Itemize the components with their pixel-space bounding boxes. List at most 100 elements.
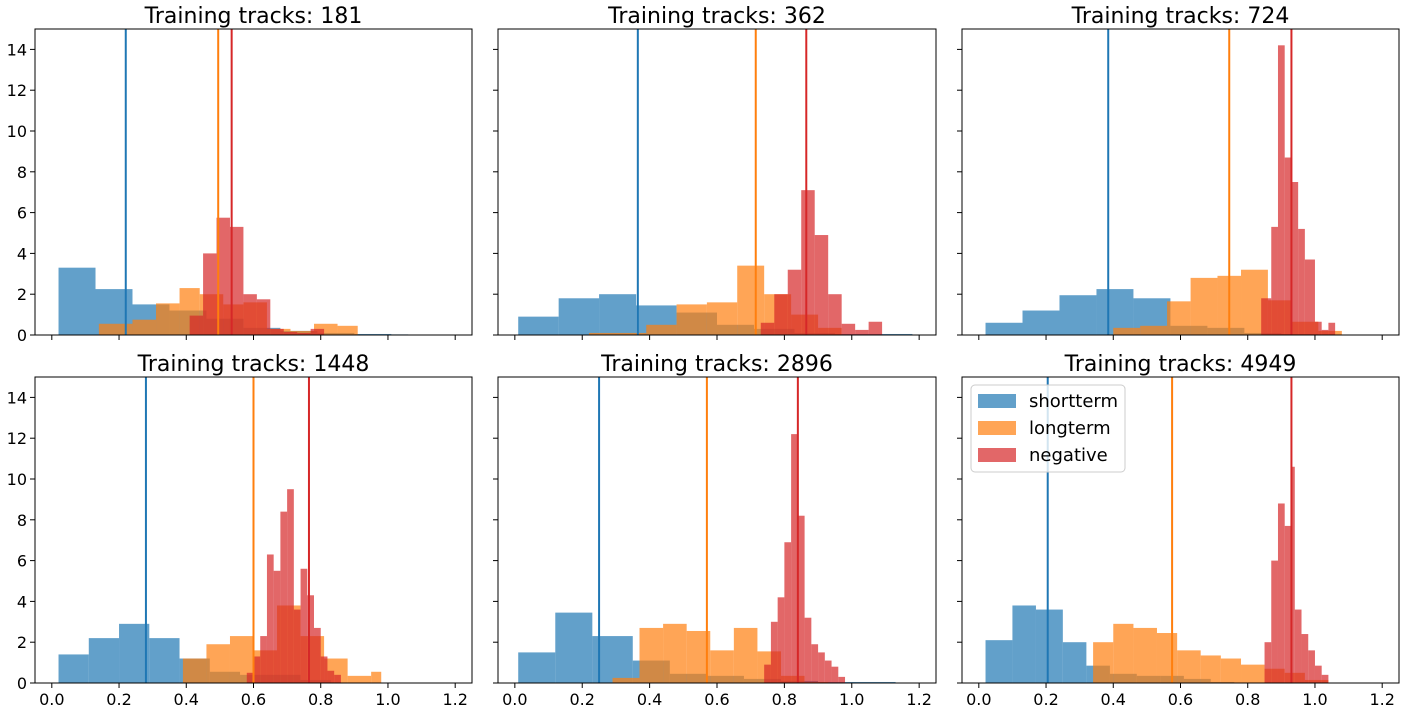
histogram-bar-longterm	[663, 623, 687, 683]
histogram-bar-longterm	[132, 319, 157, 335]
histogram-bar-longterm	[1200, 655, 1221, 683]
histogram-bar-negative	[1264, 642, 1272, 683]
histogram-bar-negative	[327, 670, 335, 683]
y-tick-label: 14	[7, 388, 27, 407]
y-tick-label: 12	[7, 429, 27, 448]
histogram-bar-negative	[1314, 321, 1322, 335]
histogram-bar-negative	[280, 511, 288, 683]
histogram-bar-negative	[764, 664, 771, 683]
y-tick-label: 2	[17, 633, 27, 652]
histogram-bar-shortterm	[119, 623, 150, 683]
histogram-bar-negative	[266, 554, 274, 683]
y-tick-label: 8	[17, 163, 27, 182]
axes-frame	[497, 28, 937, 336]
histogram-bar-negative	[260, 636, 267, 683]
x-tick-label: 0.6	[704, 690, 729, 709]
histogram-bar-longterm	[98, 323, 133, 335]
histogram-bar-negative	[189, 315, 204, 335]
histogram-bar-negative	[229, 226, 244, 335]
histogram-bar-longterm	[1113, 623, 1134, 683]
histogram-bar-negative	[253, 656, 261, 683]
x-tick-label: 0.6	[241, 690, 266, 709]
histogram-bar-negative	[256, 299, 271, 335]
histogram-bar-negative	[1284, 525, 1292, 683]
histogram-bar-negative	[297, 332, 311, 335]
subplot-3: Training tracks: 724	[957, 4, 1400, 340]
histogram-bar-negative	[1298, 228, 1305, 335]
x-tick-label: 1.0	[1302, 690, 1327, 709]
histogram-bar-negative	[307, 595, 314, 683]
histogram-bar-negative	[293, 609, 301, 683]
histogram-bar-negative	[320, 656, 328, 683]
subplot-title: Training tracks: 362	[607, 4, 826, 29]
x-tick-label: 1.2	[1369, 690, 1394, 709]
histogram-bar-longterm	[1093, 642, 1114, 683]
histogram-bar-shortterm	[354, 333, 392, 335]
histogram-bar-negative	[811, 644, 819, 683]
subplot-6: 0.0 0.2 0.4 0.6 0.8 1.0 1.2 Training tracks: 49…	[957, 352, 1400, 709]
histogram-bar-negative	[314, 627, 321, 683]
histogram-bar-negative	[824, 660, 832, 683]
histogram-bar-negative	[801, 190, 815, 335]
histogram-bar-shortterm	[871, 333, 913, 335]
histogram-bar-longterm	[1167, 301, 1191, 335]
x-tick-label: 0.2	[106, 690, 131, 709]
y-tick-label: 4	[17, 244, 27, 263]
histogram-bar-negative	[216, 217, 230, 335]
histogram-bar-shortterm	[555, 612, 593, 683]
histogram-bar-negative	[1321, 674, 1329, 683]
histogram-bar-longterm	[1133, 627, 1157, 683]
histogram-bar-shortterm	[1062, 642, 1087, 683]
histogram-bar-longterm	[314, 323, 338, 335]
histogram-bar-shortterm	[858, 681, 896, 683]
histogram-bar-negative	[818, 652, 825, 683]
histogram-bar-shortterm	[985, 640, 1013, 683]
y-tick-label: 12	[7, 81, 27, 100]
legend-label-negative: negative	[1029, 445, 1108, 466]
y-tick-label: 10	[7, 122, 27, 141]
histogram-bar-longterm	[639, 627, 664, 683]
histogram-bar-longterm	[737, 265, 765, 335]
histogram-bar-negative	[831, 666, 839, 683]
histogram-bar-longterm	[710, 650, 734, 683]
subplot-5: 0.0 0.2 0.4 0.6 0.8 1.0 1.2 Training tracks: 28…	[493, 352, 937, 709]
x-tick-label: 0.4	[1101, 690, 1126, 709]
histogram-bar-negative	[868, 321, 883, 335]
x-tick-label: 0.0	[966, 690, 991, 709]
y-tick-label: 2	[17, 285, 27, 304]
histogram-bar-longterm	[588, 332, 647, 335]
histogram-bar-longterm	[1113, 327, 1141, 335]
x-tick-label: 0.8	[308, 690, 333, 709]
x-tick-label: 0.2	[570, 690, 595, 709]
histogram-bar-negative	[273, 570, 281, 683]
histogram-bar-negative	[270, 328, 284, 335]
histogram-bar-negative	[1294, 609, 1302, 683]
histogram-bar-negative	[1328, 322, 1336, 335]
x-tick-label: 1.0	[375, 690, 400, 709]
histogram-bar-longterm	[646, 324, 677, 335]
histogram-bar-longterm	[1241, 664, 1265, 683]
x-tick-label: 0.0	[502, 690, 527, 709]
histogram-bar-negative	[784, 542, 792, 683]
histogram-bar-shortterm	[1096, 289, 1134, 335]
histogram-bar-negative	[1271, 226, 1278, 335]
y-tick-label: 14	[7, 40, 27, 59]
histogram-bar-negative	[1271, 560, 1278, 683]
histogram-bar-negative	[287, 489, 294, 683]
histogram-bar-negative	[787, 269, 802, 335]
histogram-bar-longterm	[182, 658, 207, 683]
histogram-bar-longterm	[347, 675, 372, 683]
histogram-bar-negative	[1284, 157, 1292, 335]
subplot-2: Training tracks: 362	[493, 4, 937, 340]
histogram-bar-longterm	[1177, 650, 1201, 683]
subplot-4: 0.0 0.2 0.4 0.6 0.8 1.0 1.2 0 2 4 6 8 10 12 14 Training…	[7, 352, 473, 709]
histogram-bar-negative	[855, 329, 869, 335]
histogram-bar-shortterm	[1035, 609, 1063, 683]
legend-swatch-shortterm	[978, 394, 1016, 408]
histogram-bar-shortterm	[558, 298, 600, 335]
histogram-bar-longterm	[337, 325, 358, 335]
histogram-bar-negative	[828, 294, 842, 335]
axes-frame	[961, 28, 1400, 336]
histogram-bar-negative	[334, 674, 341, 683]
